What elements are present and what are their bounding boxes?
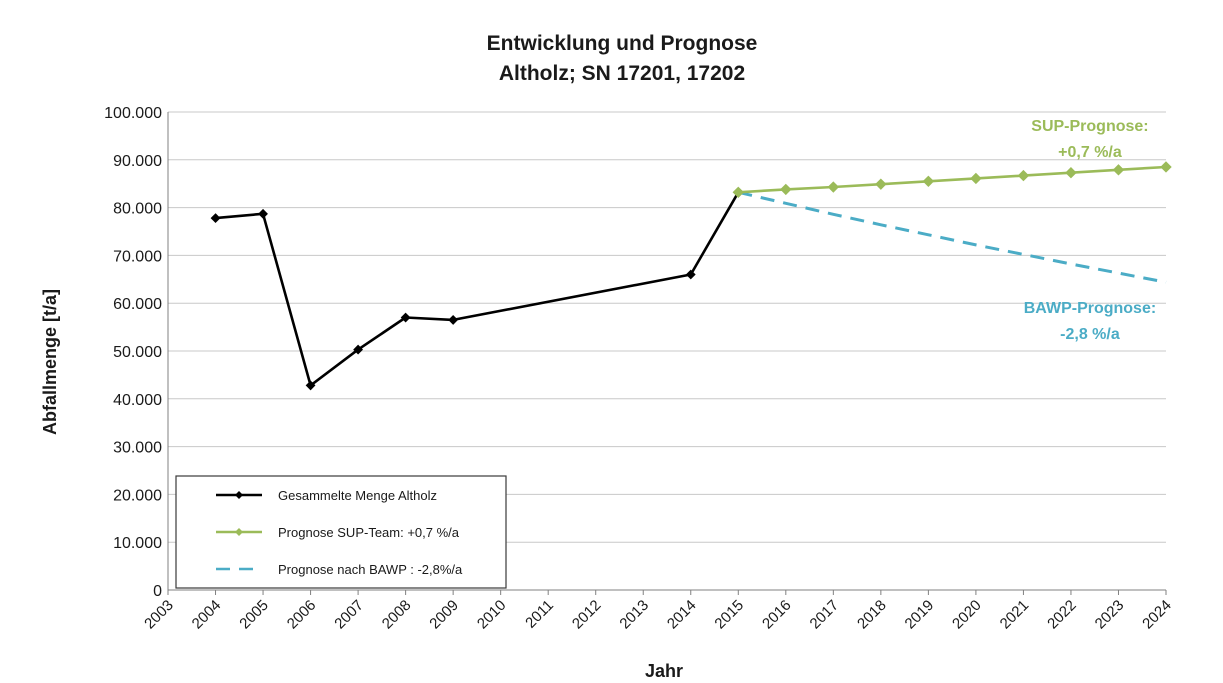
y-tick-label: 30.000 [113,440,162,457]
x-tick-label: 2014 [664,597,700,633]
data-point [353,344,364,355]
series-line [737,190,1167,284]
x-tick-label: 2013 [616,597,652,633]
legend-marker [235,491,243,499]
y-tick-label: 90.000 [113,153,162,170]
data-point [1017,169,1030,182]
annotations: SUP-Prognose: +0,7 %/a BAWP-Prognose: -2,8 … [1024,118,1156,343]
legend-item: Prognose nach BAWP : -2,8%/a [216,562,463,577]
data-point [875,178,887,190]
x-tick-label: 2016 [759,597,795,633]
series-group [210,161,1172,391]
legend-item: Prognose SUP-Team: +0,7 %/a [216,525,460,540]
series-0 [210,187,744,391]
annotation-text: SUP-Prognose: [1031,118,1148,135]
x-axis-title: Jahr [645,661,683,681]
x-tick-label: 2011 [522,597,557,632]
data-point [400,312,411,323]
y-tick-label: 50.000 [113,344,162,361]
chart-title: Entwicklung und Prognose Altholz; SN 172… [487,32,758,85]
chart-title-line-1: Entwicklung und Prognose [487,32,758,55]
x-tick-label: 2015 [711,597,747,633]
x-tick-label: 2012 [569,597,605,633]
x-tick-label: 2006 [284,597,320,633]
annotation-text: -2,8 %/a [1060,326,1120,343]
y-tick-label: 0 [153,583,162,600]
x-tick-label: 2008 [379,597,415,633]
x-tick-label: 2005 [236,597,272,633]
y-tick-label: 40.000 [113,392,162,409]
x-tick-label: 2021 [997,597,1033,633]
data-point [258,208,268,219]
x-tick-label: 2023 [1092,597,1128,633]
legend-item: Gesammelte Menge Altholz [216,488,437,503]
series-line [738,165,1167,194]
x-tick-label: 2024 [1139,597,1175,633]
series-1 [732,161,1172,199]
data-point [210,213,221,224]
annotation-text: +0,7 %/a [1058,144,1122,161]
series-2 [737,190,1167,284]
y-axis-title: Abfallmenge [t/a] [40,289,60,435]
x-tick-label: 2007 [331,597,367,633]
legend-label: Prognose nach BAWP : -2,8%/a [278,562,463,577]
y-tick-label: 70.000 [113,248,162,265]
annotation-text: BAWP-Prognose: [1024,300,1156,317]
data-point [305,380,316,391]
x-tick-label: 2017 [807,597,843,633]
y-tick-label: 60.000 [113,296,162,313]
data-point [685,269,696,280]
x-tick-label: 2019 [902,597,938,633]
data-point [448,315,459,325]
data-point [780,183,792,196]
x-axis-ticks: 2003 2004 2005 2006 2007 2008 2009 2010 2011 2012… [141,590,1175,632]
legend-label: Gesammelte Menge Altholz [278,488,437,503]
y-tick-label: 80.000 [113,201,162,218]
x-tick-label: 2010 [474,597,510,633]
data-point [1112,164,1125,176]
chart-title-line-2: Altholz; SN 17201, 17202 [499,62,745,85]
legend-label: Prognose SUP-Team: +0,7 %/a [278,525,460,540]
series-line [215,191,740,387]
data-point [1160,161,1172,173]
x-tick-label: 2020 [949,597,985,633]
data-point [922,175,935,188]
x-tick-label: 2003 [141,597,177,633]
x-tick-label: 2018 [854,597,890,633]
y-tick-label: 10.000 [113,535,162,552]
y-axis-ticks: 0 10.000 20.000 30.000 40.000 50.000 60.000 70.… [104,105,162,600]
data-point [732,186,744,199]
legend-marker [235,528,243,536]
x-tick-label: 2009 [426,597,462,633]
legend: Gesammelte Menge Altholz Prognose SUP-Tea… [175,475,507,589]
y-tick-label: 100.000 [104,105,162,122]
data-point [1065,166,1077,179]
x-tick-label: 2004 [189,597,225,633]
data-point [970,172,982,185]
y-tick-label: 20.000 [113,487,162,504]
data-point [827,181,840,193]
x-tick-label: 2022 [1044,597,1080,633]
